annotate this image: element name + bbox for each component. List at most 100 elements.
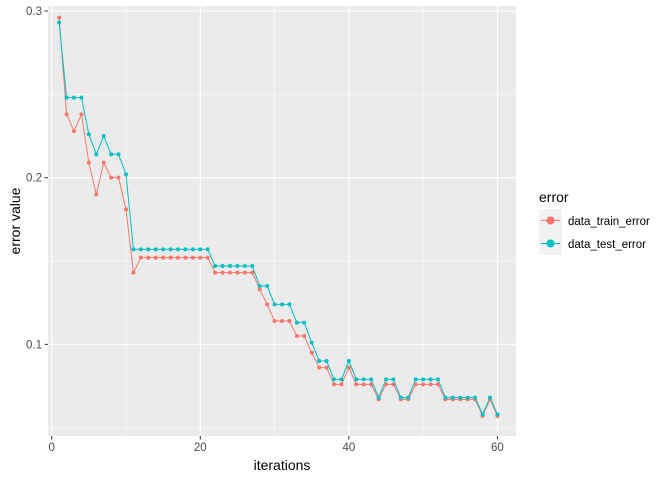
data-train-error-point xyxy=(235,270,240,275)
data-train-error-point xyxy=(79,112,84,117)
data-test-error-point xyxy=(391,377,396,382)
data-train-error-point xyxy=(168,255,173,260)
data-test-error-point xyxy=(198,247,203,252)
data-test-error-point xyxy=(317,359,322,363)
data-train-error-point xyxy=(242,270,247,275)
data-test-error-point xyxy=(272,302,277,307)
data-test-error-point xyxy=(131,247,136,252)
y-tick-label: 0.3 xyxy=(26,6,42,18)
data-test-error-point xyxy=(324,359,329,363)
data-train-error-point xyxy=(332,382,336,387)
data-train-error-point xyxy=(213,270,218,275)
data-test-error-point xyxy=(398,395,403,400)
data-train-error-point xyxy=(369,382,374,387)
data-test-error-point xyxy=(94,152,99,157)
data-test-error-point xyxy=(361,377,366,382)
x-tick-label: 0 xyxy=(49,442,55,454)
data-test-error-point xyxy=(176,247,180,252)
data-train-error-point xyxy=(265,302,270,307)
data-train-error-point xyxy=(101,160,106,165)
data-test-error-point xyxy=(183,247,188,252)
data-train-error-point xyxy=(272,319,277,323)
data-test-error-point xyxy=(153,247,158,252)
data-test-error-point xyxy=(124,172,128,177)
data-test-error-point xyxy=(287,302,292,307)
data-test-error-point xyxy=(86,132,91,137)
data-test-error-point xyxy=(72,95,76,100)
data-train-error-point xyxy=(176,255,180,260)
data-test-error-point xyxy=(309,340,314,345)
data-test-error-point xyxy=(190,247,195,252)
data-test-error-point xyxy=(332,377,336,382)
data-train-error-point xyxy=(183,255,188,260)
data-test-error-point xyxy=(213,264,218,268)
data-train-error-point xyxy=(146,255,151,260)
data-test-error-point xyxy=(406,395,411,400)
data-train-error-point xyxy=(324,365,329,370)
data-train-error-point xyxy=(86,160,91,165)
data-train-error-point xyxy=(94,192,99,197)
data-test-error-point xyxy=(302,320,307,325)
data-test-error-point xyxy=(109,152,114,157)
data-train-error-point xyxy=(190,255,195,260)
data-test-error-point xyxy=(413,377,418,382)
data-test-error-point xyxy=(116,152,121,157)
axis-ticks xyxy=(44,10,498,440)
data-train-error-point xyxy=(346,365,351,370)
legend: error data_train_error data_test_error xyxy=(539,189,650,255)
data-test-error-point xyxy=(428,377,433,382)
data-test-error-point xyxy=(205,247,210,252)
data-train-error-point xyxy=(257,287,262,292)
data-train-error-point xyxy=(124,207,128,212)
data-train-error-point xyxy=(250,270,255,275)
data-train-error-point xyxy=(280,319,284,323)
data-train-error-point xyxy=(391,382,396,387)
data-test-error-point xyxy=(220,264,225,268)
data-test-error-point xyxy=(421,377,426,382)
data-test-error-point xyxy=(64,95,69,100)
data-test-error-point xyxy=(57,20,62,25)
data-train-error-legend-label: data_train_error xyxy=(568,216,650,228)
data-test-error-point xyxy=(473,395,478,400)
data-test-error-point xyxy=(354,377,359,382)
data-test-error-point xyxy=(138,247,143,252)
data-test-error-point xyxy=(146,247,151,252)
data-train-error-point xyxy=(339,382,344,387)
data-test-error-point xyxy=(294,320,299,325)
data-test-error-point xyxy=(339,377,344,382)
data-test-error-point xyxy=(376,395,381,400)
data-test-error-point xyxy=(168,247,173,252)
data-test-error-point xyxy=(443,395,448,400)
data-train-error-point xyxy=(198,255,203,260)
y-tick-label: 0.2 xyxy=(26,173,42,185)
data-test-error-point xyxy=(450,395,455,400)
data-train-error-point xyxy=(421,382,426,387)
data-test-error-point xyxy=(458,395,463,400)
tick-labels: 0 20 40 60 0.1 0.2 0.3 xyxy=(26,6,504,454)
data-train-error-point xyxy=(138,255,143,260)
x-tick-label: 40 xyxy=(342,442,355,454)
data-test-error-point xyxy=(101,134,106,138)
series-points xyxy=(57,15,500,418)
data-test-error-point xyxy=(384,377,388,382)
data-test-error-point xyxy=(488,395,492,400)
data-train-error-point xyxy=(309,350,314,355)
legend-title: error xyxy=(539,189,569,205)
legend-items: data_train_error data_test_error xyxy=(539,209,650,255)
data-test-error-point xyxy=(495,412,500,417)
x-axis-title: iterations xyxy=(254,457,311,473)
data-train-error-point xyxy=(354,382,359,387)
data-test-error-point xyxy=(228,264,232,268)
data-test-error-point xyxy=(265,284,270,288)
data-test-error-point xyxy=(480,412,485,417)
data-test-error-point xyxy=(465,395,470,400)
data-train-error-point xyxy=(72,129,76,133)
plot-panel xyxy=(48,6,516,436)
data-test-error-point xyxy=(280,302,284,307)
data-test-error-point xyxy=(235,264,240,268)
data-train-error-point xyxy=(205,255,210,260)
data-train-error-point xyxy=(131,270,136,275)
data-test-error-point xyxy=(369,377,374,382)
data-train-error-legend-marker xyxy=(546,216,555,225)
data-train-error-point xyxy=(317,365,322,370)
